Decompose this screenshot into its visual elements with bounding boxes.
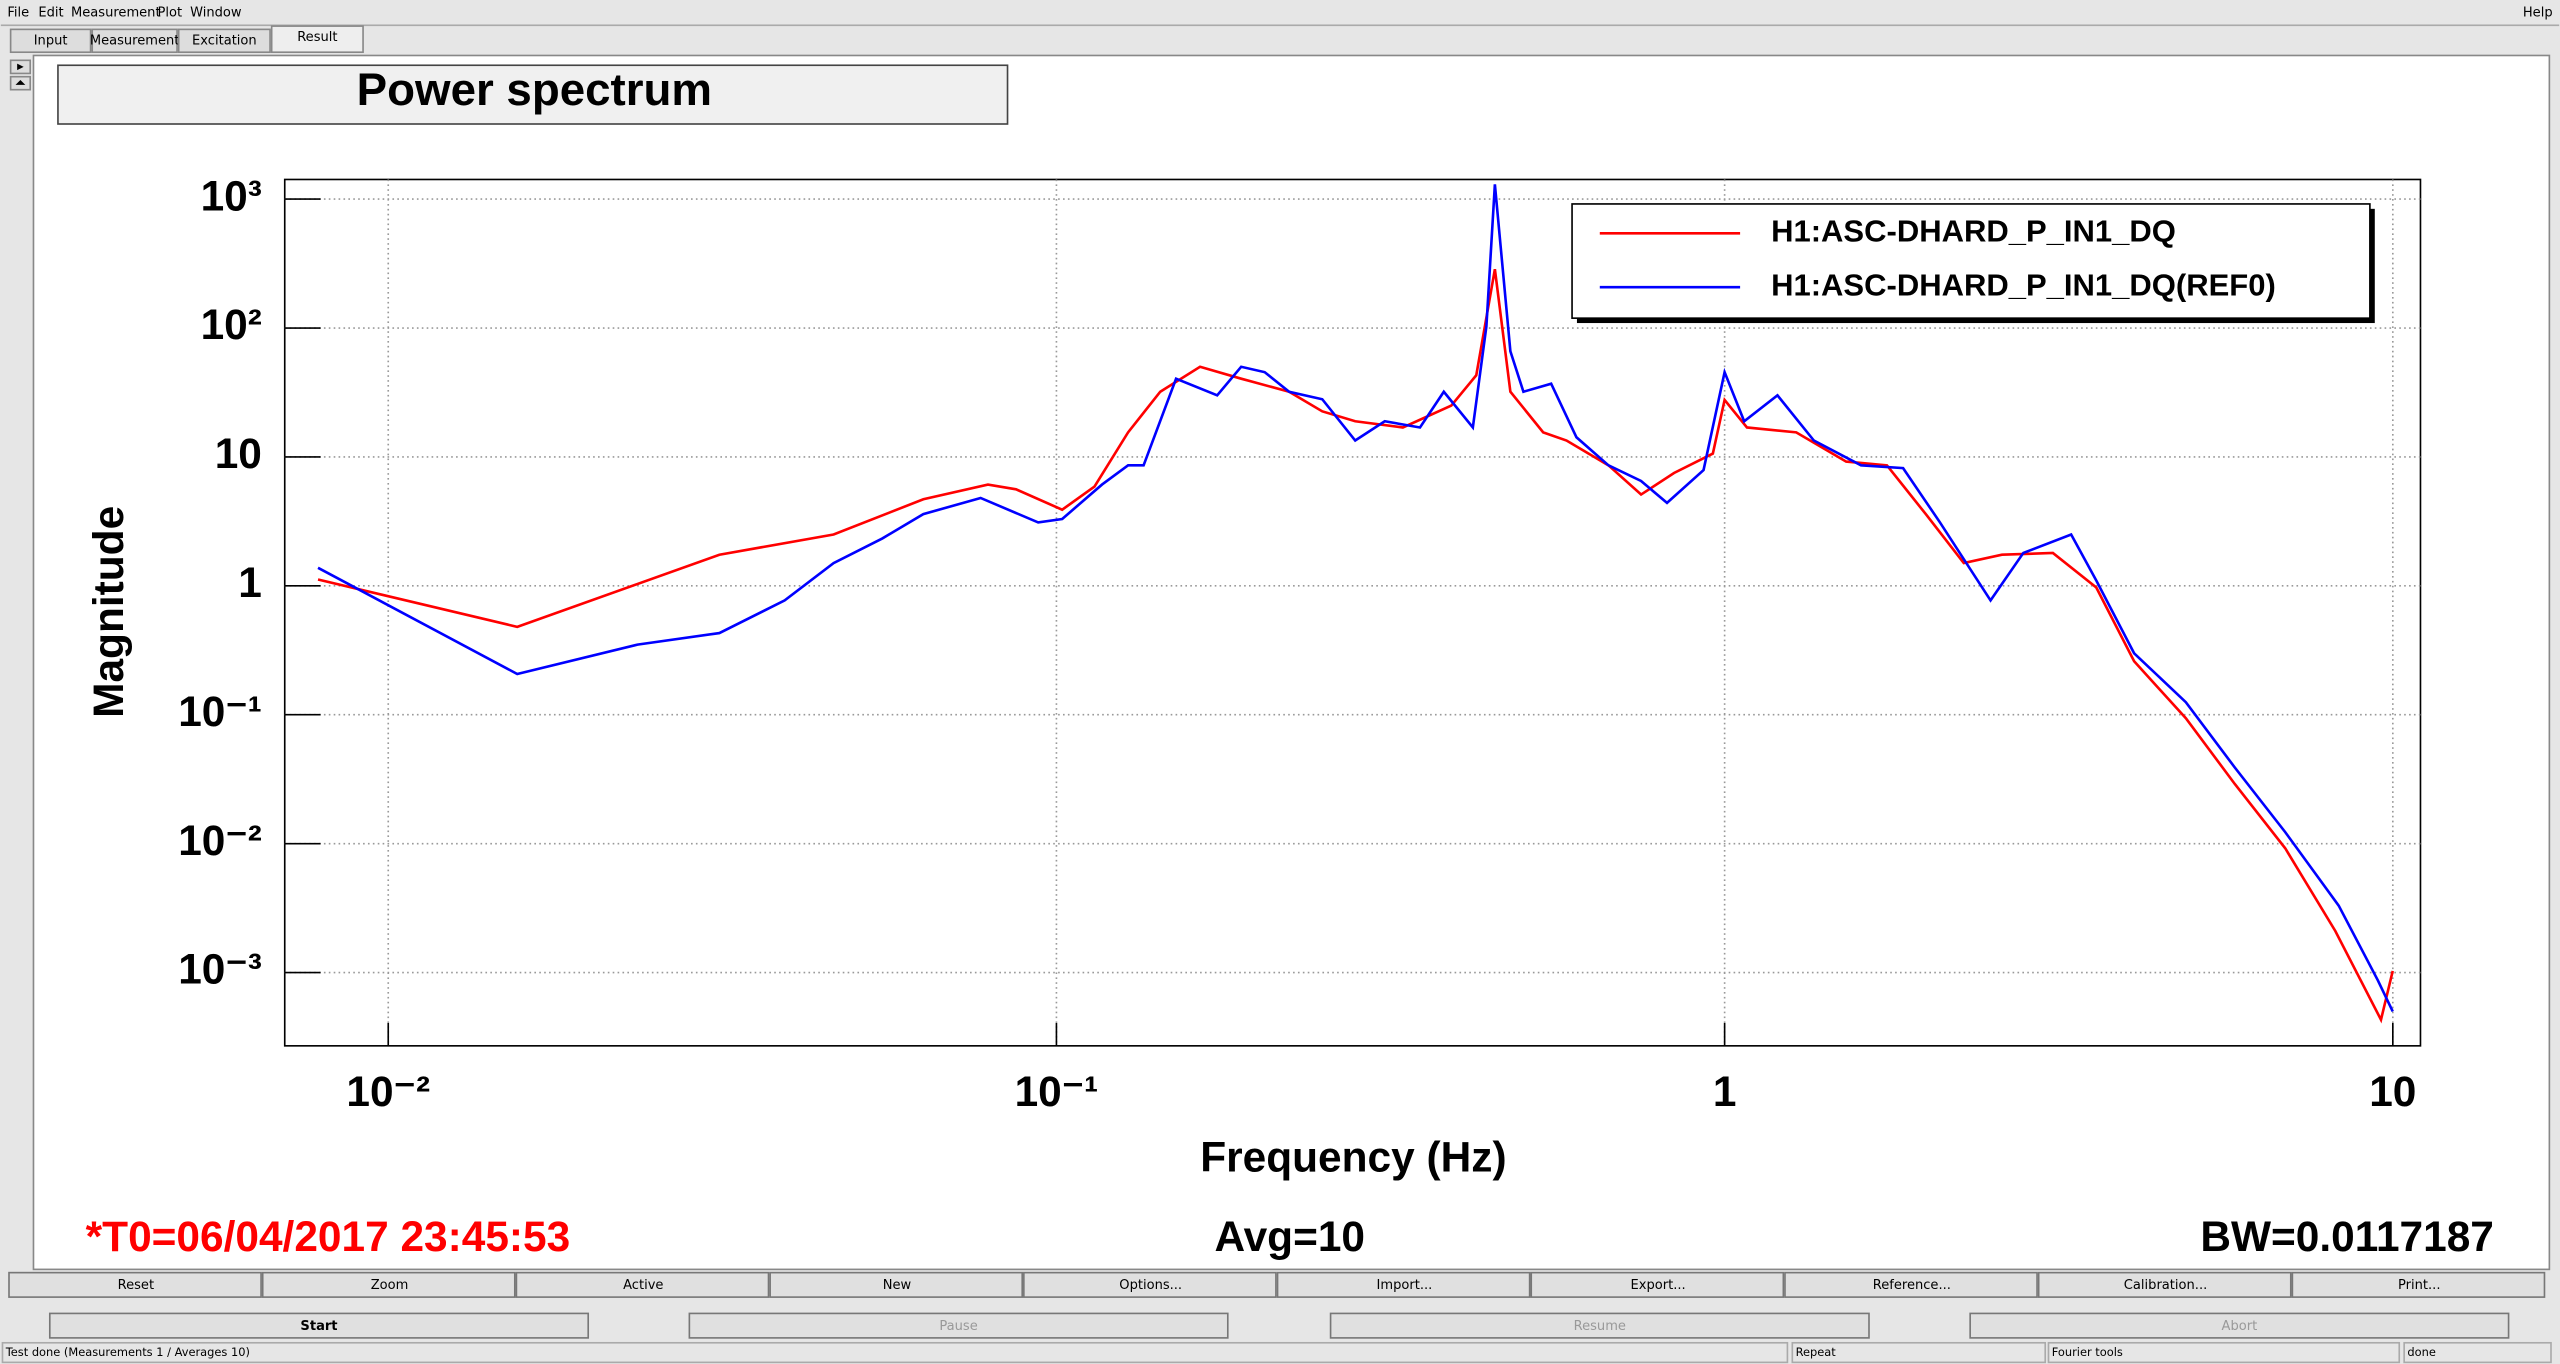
tab-label[interactable]: Result	[297, 30, 337, 45]
button-label[interactable]: Options...	[1119, 1278, 1182, 1293]
chart-title: Power spectrum	[357, 64, 712, 115]
button[interactable]	[769, 1271, 1024, 1298]
menu-separator	[0, 24, 2560, 27]
x-tick-label: 10	[2369, 1068, 2416, 1115]
title-box	[57, 64, 1009, 125]
button[interactable]	[1276, 1271, 1531, 1298]
button-label[interactable]: Active	[623, 1278, 663, 1293]
button-label[interactable]: New	[883, 1278, 912, 1293]
control-button	[1329, 1312, 1870, 1339]
status-cell	[1791, 1341, 2047, 1364]
series-line	[317, 184, 2394, 1012]
status-text: Fourier tools	[2052, 1345, 2123, 1359]
menu-item[interactable]: Help	[2523, 6, 2553, 21]
button-label[interactable]: Zoom	[371, 1278, 409, 1293]
tab[interactable]	[9, 28, 92, 54]
button[interactable]	[2037, 1271, 2292, 1298]
menu-item[interactable]: Window	[190, 6, 242, 21]
button[interactable]	[515, 1271, 770, 1298]
status-cell	[2403, 1341, 2552, 1364]
button-label[interactable]: Print...	[2398, 1278, 2440, 1293]
control-label[interactable]: Start	[300, 1319, 337, 1334]
tab-label[interactable]: Measurement	[90, 33, 180, 48]
arrow-icons	[15, 63, 26, 85]
button[interactable]	[1023, 1271, 1277, 1298]
control-button	[688, 1312, 1229, 1339]
tab-label[interactable]: Excitation	[192, 33, 257, 48]
button[interactable]	[2291, 1271, 2546, 1298]
control-label: Abort	[2222, 1319, 2258, 1334]
menu-item[interactable]: File	[7, 6, 29, 21]
x-axis-label: Frequency (Hz)	[1200, 1133, 1506, 1180]
y-axis-label: Magnitude	[85, 506, 132, 718]
y-tick-label: 10⁻¹	[178, 688, 262, 735]
y-tick-label: 10⁻²	[178, 817, 262, 864]
tab-label[interactable]: Input	[34, 33, 68, 48]
bw-label: BW=0.0117187	[2200, 1213, 2494, 1260]
t0-label: *T0=06/04/2017 23:45:53	[86, 1213, 571, 1260]
menu-item[interactable]: Edit	[38, 6, 63, 21]
avg-label: Avg=10	[1215, 1213, 1365, 1260]
tab[interactable]	[91, 28, 178, 54]
menu-item[interactable]: Plot	[157, 6, 182, 21]
x-tick-label: 1	[1713, 1068, 1737, 1115]
legend	[1571, 203, 2371, 319]
status-text: Test done (Measurements 1 / Averages 10)	[5, 1345, 250, 1359]
button-label[interactable]: Calibration...	[2124, 1278, 2207, 1293]
control-label: Pause	[939, 1319, 977, 1334]
button-label[interactable]: Import...	[1377, 1278, 1433, 1293]
y-tick-label: 1	[238, 559, 262, 606]
tab[interactable]	[270, 25, 364, 54]
control-button	[1969, 1312, 2510, 1339]
x-tick-label: 10⁻¹	[1015, 1068, 1099, 1115]
control-label: Resume	[1574, 1319, 1626, 1334]
button[interactable]	[1784, 1271, 2038, 1298]
y-tick-label: 10⁻³	[178, 946, 262, 993]
x-tick-label: 10⁻²	[346, 1068, 430, 1115]
y-tick-label: 10	[215, 430, 262, 477]
status-cell	[1, 1341, 1789, 1364]
button[interactable]	[1530, 1271, 1785, 1298]
tab[interactable]	[177, 28, 271, 54]
menu-item[interactable]: Measurement	[71, 6, 161, 21]
plot-area	[283, 178, 2422, 1047]
pad-arrows[interactable]	[9, 59, 32, 91]
status-cell	[2047, 1341, 2401, 1364]
button-label[interactable]: Reset	[118, 1278, 154, 1293]
button[interactable]	[8, 1271, 262, 1298]
status-text: done	[2407, 1345, 2435, 1359]
y-tick-label: 10³	[201, 172, 262, 219]
status-text: Repeat	[1796, 1345, 1837, 1359]
button-label[interactable]: Reference...	[1873, 1278, 1951, 1293]
button-label[interactable]: Export...	[1631, 1278, 1686, 1293]
y-tick-label: 10²	[201, 301, 262, 348]
legend-label: H1:ASC-DHARD_P_IN1_DQ	[1771, 214, 2176, 249]
series-line	[317, 268, 2395, 1024]
control-button[interactable]	[48, 1312, 590, 1339]
button[interactable]	[261, 1271, 516, 1298]
legend-label: H1:ASC-DHARD_P_IN1_DQ(REF0)	[1771, 267, 2276, 302]
